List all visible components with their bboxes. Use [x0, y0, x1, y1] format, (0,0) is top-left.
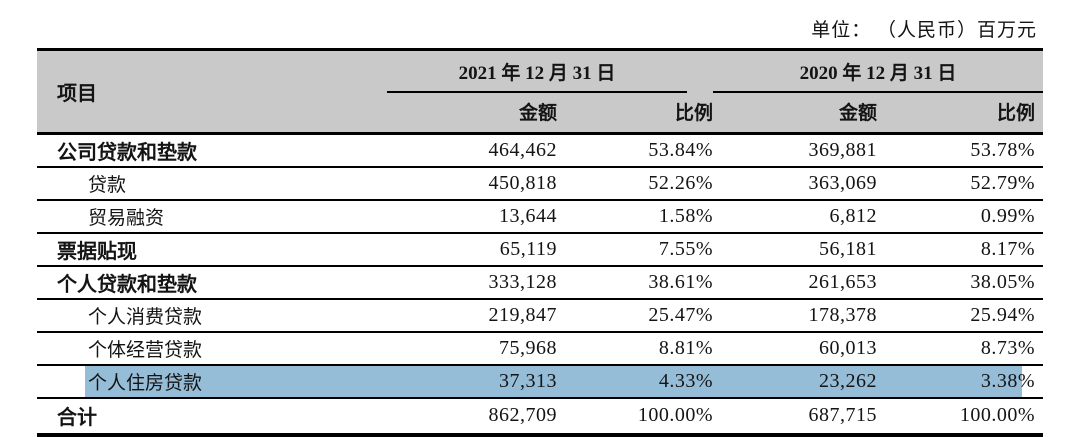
ratio-2020-cell: 0.99%	[877, 199, 1044, 234]
amount-2021-cell: 464,462	[387, 133, 557, 168]
table-row: 票据贴现 65,119 7.55% 56,181 8.17%	[37, 232, 1044, 267]
amount-2020-cell: 261,653	[713, 265, 878, 300]
table-body: 公司贷款和垫款 464,462 53.84% 369,881 53.78% 贷款…	[37, 133, 1044, 437]
amount-2020-cell: 687,715	[713, 397, 878, 437]
ratio-2020-cell: 100.00%	[877, 397, 1044, 437]
column-header-item: 项目	[37, 49, 387, 135]
table-header: 项目 2021 年 12 月 31 日 2020 年 12 月 31 日 金额 …	[37, 49, 1044, 135]
ratio-2021-cell: 100.00%	[557, 397, 714, 437]
amount-2020-cell: 60,013	[713, 331, 878, 366]
amount-2021-cell: 862,709	[387, 397, 557, 437]
ratio-2021-cell: 4.33%	[557, 364, 714, 399]
column-header-ratio-2020: 比例	[877, 93, 1044, 135]
table-row: 公司贷款和垫款 464,462 53.84% 369,881 53.78%	[37, 133, 1044, 168]
ratio-2020-cell: 53.78%	[877, 133, 1044, 168]
amount-2021-cell: 13,644	[387, 199, 557, 234]
column-group-2020-label: 2020 年 12 月 31 日	[713, 51, 1044, 93]
amount-2021-cell: 65,119	[387, 232, 557, 267]
ratio-2021-cell: 8.81%	[557, 331, 714, 366]
row-label: 个人住房贷款	[37, 364, 387, 399]
amount-2020-cell: 178,378	[713, 298, 878, 333]
amount-2021-cell: 450,818	[387, 166, 557, 201]
data-table: 项目 2021 年 12 月 31 日 2020 年 12 月 31 日 金额 …	[37, 48, 1044, 437]
table-row: 个体经营贷款 75,968 8.81% 60,013 8.73%	[37, 331, 1044, 366]
column-group-2021-label: 2021 年 12 月 31 日	[387, 51, 688, 93]
amount-2020-cell: 369,881	[713, 133, 878, 168]
column-header-amount-2020: 金额	[713, 93, 878, 135]
row-label: 个人消费贷款	[37, 298, 387, 333]
ratio-2020-cell: 8.17%	[877, 232, 1044, 267]
ratio-2021-cell: 7.55%	[557, 232, 714, 267]
table-row: 贷款 450,818 52.26% 363,069 52.79%	[37, 166, 1044, 201]
table-row: 个人贷款和垫款 333,128 38.61% 261,653 38.05%	[37, 265, 1044, 300]
row-label: 个人贷款和垫款	[37, 265, 387, 300]
amount-2021-cell: 37,313	[387, 364, 557, 399]
ratio-2020-cell: 38.05%	[877, 265, 1044, 300]
amount-2021-cell: 75,968	[387, 331, 557, 366]
ratio-2021-cell: 25.47%	[557, 298, 714, 333]
row-label: 合计	[37, 397, 387, 437]
ratio-2020-cell: 25.94%	[877, 298, 1044, 333]
ratio-2021-cell: 1.58%	[557, 199, 714, 234]
row-label: 票据贴现	[37, 232, 387, 267]
column-group-2020: 2020 年 12 月 31 日	[713, 49, 1044, 93]
ratio-2020-cell: 3.38%	[877, 364, 1044, 399]
row-label: 公司贷款和垫款	[37, 133, 387, 168]
column-header-ratio-2021: 比例	[557, 93, 714, 135]
table-row: 个人消费贷款 219,847 25.47% 178,378 25.94%	[37, 298, 1044, 333]
ratio-2021-cell: 53.84%	[557, 133, 714, 168]
amount-2020-cell: 23,262	[713, 364, 878, 399]
amount-2021-cell: 219,847	[387, 298, 557, 333]
loans-composition-table: 项目 2021 年 12 月 31 日 2020 年 12 月 31 日 金额 …	[37, 48, 1044, 437]
ratio-2020-cell: 52.79%	[877, 166, 1044, 201]
table-row: 合计 862,709 100.00% 687,715 100.00%	[37, 397, 1044, 437]
table-row: 贸易融资 13,644 1.58% 6,812 0.99%	[37, 199, 1044, 234]
ratio-2021-cell: 52.26%	[557, 166, 714, 201]
table-row: 个人住房贷款 37,313 4.33% 23,262 3.38%	[37, 364, 1044, 399]
row-label: 贸易融资	[37, 199, 387, 234]
amount-2021-cell: 333,128	[387, 265, 557, 300]
ratio-2021-cell: 38.61%	[557, 265, 714, 300]
amount-2020-cell: 56,181	[713, 232, 878, 267]
row-label: 贷款	[37, 166, 387, 201]
ratio-2020-cell: 8.73%	[877, 331, 1044, 366]
amount-2020-cell: 6,812	[713, 199, 878, 234]
column-header-amount-2021: 金额	[387, 93, 557, 135]
column-group-2021: 2021 年 12 月 31 日	[387, 49, 714, 93]
unit-note: 单位： （人民币）百万元	[811, 20, 1037, 41]
amount-2020-cell: 363,069	[713, 166, 878, 201]
row-label: 个体经营贷款	[37, 331, 387, 366]
